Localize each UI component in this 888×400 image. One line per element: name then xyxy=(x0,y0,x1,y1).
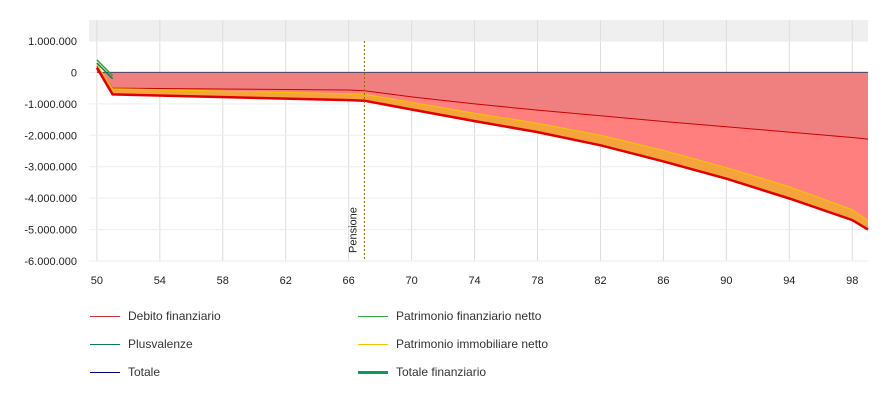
x-tick-label: 74 xyxy=(468,275,480,287)
y-tick-label: -3.000.000 xyxy=(24,162,77,174)
x-tick-label: 70 xyxy=(405,275,417,287)
x-tick-label: 58 xyxy=(217,275,229,287)
line-debito-finanziario xyxy=(96,65,869,140)
legend-swatch xyxy=(358,370,388,374)
legend-item-patrimonio-immobiliare-netto[interactable]: Patrimonio immobiliare netto xyxy=(358,337,548,351)
line-totale-finanziario xyxy=(95,67,869,231)
legend-swatch xyxy=(90,371,120,373)
x-tick-label: 54 xyxy=(154,275,166,287)
area-layer xyxy=(96,64,868,230)
legend-label: Totale xyxy=(128,365,161,379)
legend-label: Plusvalenze xyxy=(128,337,193,351)
line-plusvalenze xyxy=(96,62,114,80)
x-tick-label: 98 xyxy=(846,275,858,287)
legend-item-debito-finanziario[interactable]: Debito finanziario xyxy=(90,309,221,323)
legend-label: Debito finanziario xyxy=(128,309,221,323)
y-tick-label: 0 xyxy=(71,67,77,79)
x-tick-label: 82 xyxy=(594,275,606,287)
x-tick-label: 90 xyxy=(720,275,732,287)
chart-legend: Debito finanziario Patrimonio finanziari… xyxy=(0,300,888,390)
legend-item-plusvalenze[interactable]: Plusvalenze xyxy=(90,337,193,351)
legend-swatch xyxy=(358,343,388,345)
y-tick-label: -4.000.000 xyxy=(24,193,77,205)
legend-swatch xyxy=(90,315,120,317)
area-patrimonio-immobiliare-netto xyxy=(96,64,868,221)
x-tick-label: 86 xyxy=(657,275,669,287)
legend-label: Patrimonio immobiliare netto xyxy=(396,337,549,351)
y-tick-label: -2.000.000 xyxy=(24,130,77,142)
legend-item-totale-finanziario[interactable]: Totale finanziario xyxy=(358,365,486,379)
line-patrimonio-immobiliare-netto xyxy=(96,64,869,222)
area-chart: Pensione 1.000.000 0 -1.000.000 -2.000.000 -… xyxy=(24,20,869,287)
x-tick-label: 62 xyxy=(280,275,292,287)
y-tick-label: 1.000.000 xyxy=(28,36,77,48)
area-debito-finanziario xyxy=(96,66,868,140)
legend-swatch xyxy=(90,343,120,345)
x-tick-label: 50 xyxy=(91,275,103,287)
pension-marker-label: Pensione xyxy=(347,207,359,253)
line-layer xyxy=(95,59,869,231)
legend-label: Totale finanziario xyxy=(396,365,487,379)
x-tick-label: 66 xyxy=(343,275,355,287)
x-tick-label: 78 xyxy=(531,275,543,287)
annotation-layer: Pensione xyxy=(347,41,365,261)
axis-layer: 1.000.000 0 -1.000.000 -2.000.000 -3.000.000… xyxy=(24,36,858,287)
legend-swatch xyxy=(358,315,388,317)
legend-item-totale[interactable]: Totale xyxy=(90,365,160,379)
legend-item-patrimonio-finanziario-netto[interactable]: Patrimonio finanziario netto xyxy=(358,309,541,323)
plot-top-band xyxy=(89,20,868,41)
line-patrimonio-finanziario-netto xyxy=(96,59,114,77)
y-tick-label: -1.000.000 xyxy=(24,99,77,111)
y-tick-label: -5.000.000 xyxy=(24,225,77,237)
legend-label: Patrimonio finanziario netto xyxy=(396,309,542,323)
x-tick-label: 94 xyxy=(783,275,795,287)
y-tick-label: -6.000.000 xyxy=(24,256,77,268)
